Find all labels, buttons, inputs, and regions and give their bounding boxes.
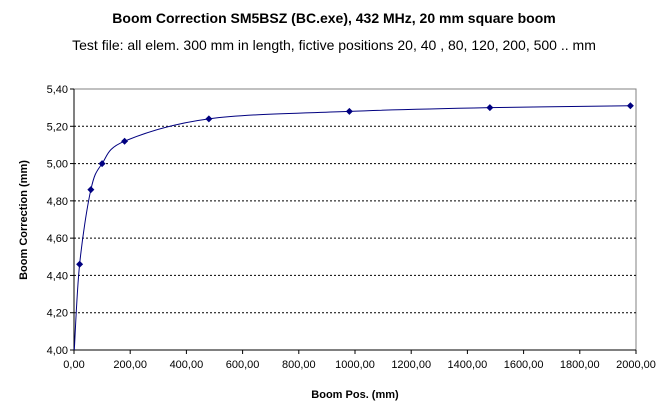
y-tick-label: 4,00 [47, 345, 68, 357]
y-axis: 4,00 4,20 4,40 4,60 4,80 5,00 5,20 5,40 [47, 84, 75, 357]
x-tick-label: 800,00 [282, 359, 316, 371]
x-tick-label: 200,00 [113, 359, 147, 371]
y-tick-label: 4,80 [47, 196, 68, 208]
y-tick-label: 4,20 [47, 308, 68, 320]
data-point [345, 107, 353, 115]
data-point [76, 260, 84, 268]
data-point [626, 102, 634, 110]
chart-title: Boom Correction SM5BSZ (BC.exe), 432 MHz… [112, 10, 556, 26]
plot-area [73, 88, 637, 351]
data-point [121, 137, 129, 145]
series-markers [76, 102, 634, 268]
data-point [98, 160, 106, 168]
data-point [486, 104, 494, 112]
y-tick-label: 4,60 [47, 233, 68, 245]
y-tick-label: 5,20 [47, 121, 68, 133]
x-tick-label: 1000,00 [335, 359, 375, 371]
x-axis-label: Boom Pos. (mm) [311, 389, 399, 401]
y-tick-label: 4,40 [47, 270, 68, 282]
data-point [205, 115, 213, 123]
y-axis-label: Boom Correction (mm) [18, 160, 30, 280]
data-point [87, 186, 95, 194]
x-tick-label: 1400,00 [448, 359, 488, 371]
x-tick-label: 1200,00 [391, 359, 431, 371]
x-axis: 0,00 200,00 400,00 600,00 800,00 1000,00 1200,… [63, 349, 656, 371]
x-tick-label: 0,00 [63, 359, 84, 371]
x-tick-label: 1800,00 [560, 359, 600, 371]
chart-subtitle: Test file: all elem. 300 mm in length, f… [72, 37, 596, 53]
series-line [73, 105, 631, 351]
x-tick-label: 400,00 [170, 359, 204, 371]
x-tick-label: 2000,00 [616, 359, 656, 371]
x-tick-label: 600,00 [226, 359, 260, 371]
y-tick-label: 5,00 [47, 159, 68, 171]
x-tick-label: 1600,00 [504, 359, 544, 371]
y-tick-label: 5,40 [47, 84, 68, 96]
